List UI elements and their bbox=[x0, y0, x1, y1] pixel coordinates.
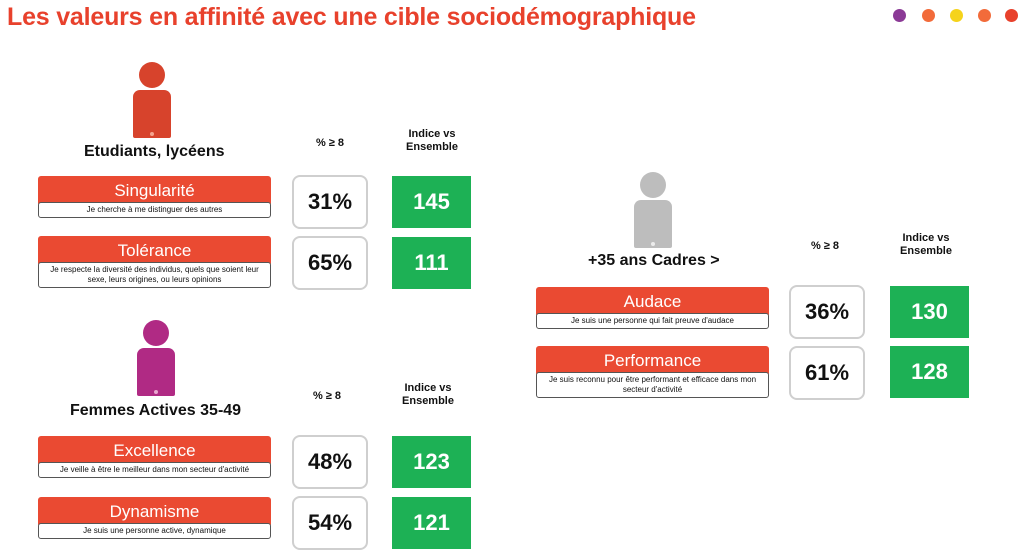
value-description: Je suis reconnu pour être performant et … bbox=[536, 372, 769, 398]
value-description: Je suis une personne qui fait preuve d'a… bbox=[536, 313, 769, 329]
index-box: 111 bbox=[392, 237, 471, 289]
segment-title: Femmes Actives 35-49 bbox=[70, 402, 242, 419]
pct-column-header: % ≥ 8 bbox=[810, 240, 840, 252]
percentage-box: 54% bbox=[292, 496, 368, 550]
segment-title: +35 ans Cadres > bbox=[588, 252, 720, 269]
yellow-dot bbox=[950, 9, 963, 22]
value-description: Je respecte la diversité des individus, … bbox=[38, 262, 271, 288]
index-column-header: Indice vs Ensemble bbox=[900, 232, 952, 257]
person-head bbox=[143, 320, 169, 346]
pct-column-header: % ≥ 8 bbox=[312, 390, 342, 402]
index-column-header: Indice vs Ensemble bbox=[402, 382, 454, 407]
value-description: Je veille à être le meilleur dans mon se… bbox=[38, 462, 271, 478]
index-box: 128 bbox=[890, 346, 969, 398]
person-icon bbox=[137, 320, 175, 396]
person-head bbox=[640, 172, 666, 198]
segment-title: Etudiants, lycéens bbox=[84, 143, 225, 160]
person-pip bbox=[150, 132, 154, 136]
index-box: 145 bbox=[392, 176, 471, 228]
value-label: Dynamisme bbox=[38, 497, 271, 527]
index-box: 121 bbox=[392, 497, 471, 549]
person-pip bbox=[154, 390, 158, 394]
percentage-box: 31% bbox=[292, 175, 368, 229]
page-title: Les valeurs en affinité avec une cible s… bbox=[7, 3, 696, 31]
value-description: Je cherche à me distinguer des autres bbox=[38, 202, 271, 218]
purple-dot bbox=[893, 9, 906, 22]
percentage-box: 65% bbox=[292, 236, 368, 290]
percentage-box: 36% bbox=[789, 285, 865, 339]
percentage-box: 61% bbox=[789, 346, 865, 400]
percentage-box: 48% bbox=[292, 435, 368, 489]
value-label: Audace bbox=[536, 287, 769, 317]
orange-dot-2 bbox=[978, 9, 991, 22]
person-head bbox=[139, 62, 165, 88]
index-column-header: Indice vs Ensemble bbox=[406, 128, 458, 153]
value-label: Singularité bbox=[38, 176, 271, 206]
index-box: 123 bbox=[392, 436, 471, 488]
orange-dot bbox=[922, 9, 935, 22]
person-body bbox=[133, 90, 171, 138]
person-pip bbox=[651, 242, 655, 246]
value-label: Excellence bbox=[38, 436, 271, 466]
person-body bbox=[137, 348, 175, 396]
pct-column-header: % ≥ 8 bbox=[315, 137, 345, 149]
red-dot bbox=[1005, 9, 1018, 22]
value-label: Tolérance bbox=[38, 236, 271, 266]
value-label: Performance bbox=[536, 346, 769, 376]
person-icon bbox=[133, 62, 171, 138]
value-description: Je suis une personne active, dynamique bbox=[38, 523, 271, 539]
person-icon bbox=[634, 172, 672, 248]
index-box: 130 bbox=[890, 286, 969, 338]
person-body bbox=[634, 200, 672, 248]
